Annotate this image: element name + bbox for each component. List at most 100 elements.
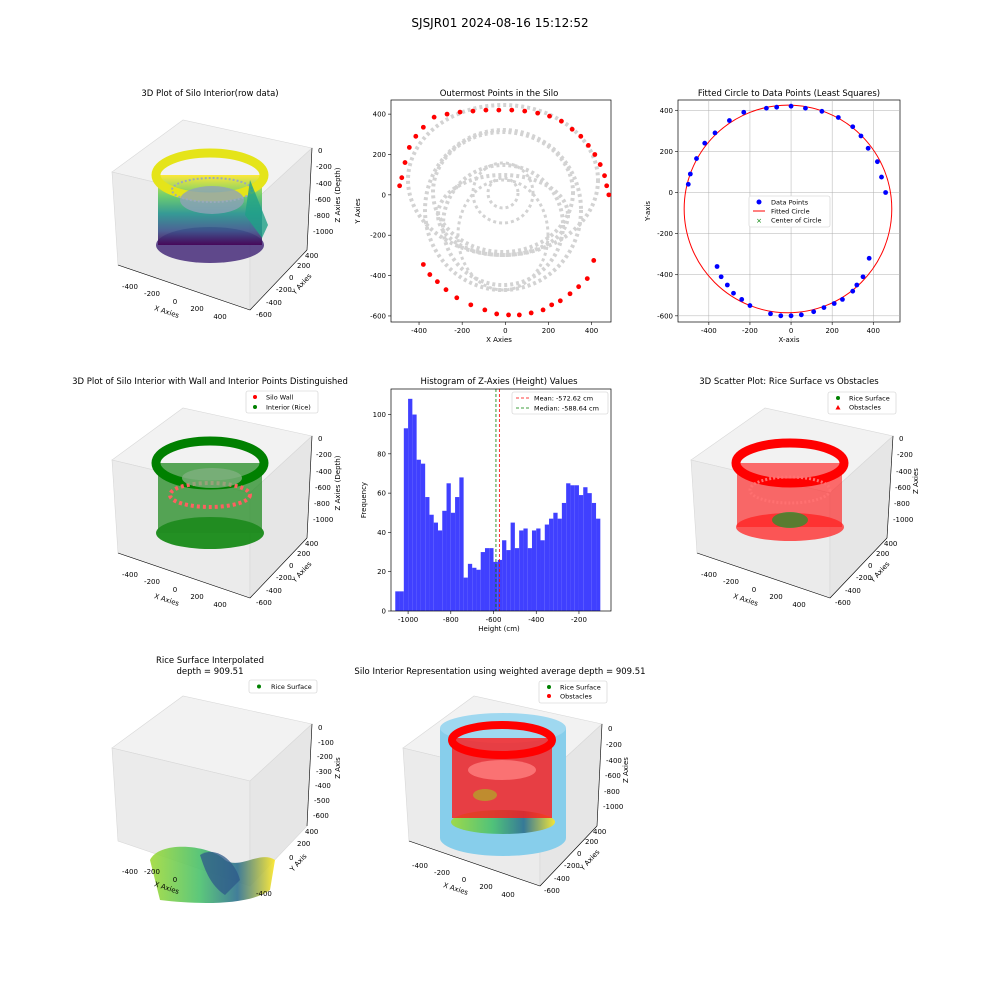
histogram-bar (574, 485, 579, 611)
panel-title: Rice Surface Interpolated (156, 656, 264, 666)
svg-text:-200: -200 (606, 741, 622, 749)
outermost-point (420, 262, 426, 267)
panel-raw-3d: 3D Plot of Silo Interior(row data) -400 … (111, 89, 342, 321)
histogram-bar (596, 518, 601, 611)
histogram-bar (587, 493, 592, 611)
histogram-bar (420, 463, 426, 611)
y-tick-label: 0 (669, 189, 673, 197)
svg-text:400: 400 (305, 828, 318, 836)
histogram-bar (553, 512, 558, 611)
svg-text:0: 0 (318, 147, 322, 155)
legend-label: Mean: -572.62 cm (534, 395, 593, 403)
panel-title: Silo Interior Representation using weigh… (354, 667, 645, 677)
outermost-point (431, 114, 437, 120)
outermost-point (420, 124, 426, 130)
svg-text:200: 200 (585, 838, 598, 846)
y-tick-label: 0 (382, 191, 386, 199)
histogram-bar (506, 550, 511, 611)
svg-text:-100: -100 (318, 739, 334, 747)
svg-text:400: 400 (305, 252, 318, 260)
legend: Data Points Fitted Circle × Center of Ci… (748, 195, 831, 228)
outermost-point (402, 160, 408, 165)
outermost-point (397, 183, 403, 189)
svg-text:-200: -200 (276, 574, 292, 582)
data-point (702, 140, 708, 146)
z-axis-label: Z Axies (Depth) (334, 455, 342, 510)
svg-text:-400: -400 (315, 782, 331, 790)
y-tick-label: 400 (660, 107, 673, 115)
y-tick-label: 200 (373, 151, 386, 159)
histogram-bar (399, 591, 404, 611)
y-ticks: 0 20 40 60 80 100 (373, 411, 391, 616)
outermost-point (522, 108, 528, 114)
svg-text:0: 0 (289, 562, 293, 570)
data-point (850, 288, 856, 294)
svg-text:-800: -800 (314, 212, 330, 220)
y-tick-label: -400 (657, 271, 673, 279)
histogram-bar (459, 477, 464, 611)
svg-text:200: 200 (297, 840, 310, 848)
svg-text:-200: -200 (723, 578, 739, 586)
z-tick-labels: 0 -100 -200 -300 -400 -500 -600 (313, 724, 334, 820)
panel-subtitle: depth = 909.51 (176, 667, 243, 677)
data-point (798, 312, 804, 318)
data-point (731, 290, 736, 296)
svg-text:-800: -800 (604, 788, 620, 796)
outermost-point (606, 192, 612, 198)
raw-point-cloud (151, 148, 269, 263)
svg-text:-400: -400 (316, 468, 332, 476)
outermost-point (576, 284, 582, 290)
histogram-bar (437, 530, 443, 611)
obstacle-cloud (731, 438, 849, 541)
y-tick-label: -400 (370, 272, 386, 280)
svg-text:-400: -400 (845, 587, 861, 595)
x-tick-label: 200 (542, 327, 555, 335)
histogram-bar (502, 540, 507, 611)
outermost-point (457, 109, 463, 115)
legend: Silo Wall Interior (Rice) (245, 390, 319, 414)
outermost-point (516, 312, 522, 318)
y-axis-label: Y-axis (644, 201, 652, 222)
data-point (687, 171, 693, 177)
outermost-point (569, 126, 575, 132)
svg-text:-400: -400 (554, 875, 570, 883)
histogram-bar (472, 567, 477, 611)
svg-text:-400: -400 (266, 587, 282, 595)
legend-marker-points (756, 199, 762, 205)
svg-text:200: 200 (479, 883, 492, 891)
svg-text:0: 0 (899, 435, 903, 443)
data-point (712, 130, 718, 136)
svg-text:-400: -400 (122, 868, 138, 876)
obstacle-cloud (448, 721, 556, 818)
panel-title: 3D Plot of Silo Interior(row data) (141, 89, 278, 99)
data-point (768, 311, 773, 317)
histogram-bar (425, 497, 430, 611)
svg-text:-200: -200 (317, 753, 333, 761)
y-tick-labels: -600 -400 -200 0 200 400 (256, 252, 318, 319)
svg-text:200: 200 (190, 305, 203, 313)
svg-text:-200: -200 (316, 163, 332, 171)
legend: Rice Surface Obstacles (538, 680, 608, 704)
legend-label: Silo Wall (266, 394, 294, 402)
svg-text:-800: -800 (894, 500, 910, 508)
histogram-bar (476, 569, 481, 611)
histogram-bar (480, 552, 485, 611)
outermost-point (413, 133, 419, 139)
interpolated-surface (150, 846, 275, 903)
svg-text:200: 200 (190, 593, 203, 601)
z-tick-labels: 0 -200 -400 -600 -800 -1000 (893, 435, 913, 524)
svg-text:200: 200 (297, 550, 310, 558)
y-tick-labels: 0 200 400 -400 (256, 828, 318, 898)
svg-text:0: 0 (173, 876, 177, 884)
svg-text:-200: -200 (144, 578, 160, 586)
svg-text:-600: -600 (256, 599, 272, 607)
z-axis-line (306, 147, 313, 251)
data-point (883, 190, 889, 195)
histogram-bar (540, 540, 545, 611)
histogram-bar (549, 518, 554, 611)
svg-text:0: 0 (608, 725, 612, 733)
histogram-bar (578, 495, 584, 611)
svg-text:-600: -600 (895, 484, 911, 492)
data-point (819, 108, 825, 114)
